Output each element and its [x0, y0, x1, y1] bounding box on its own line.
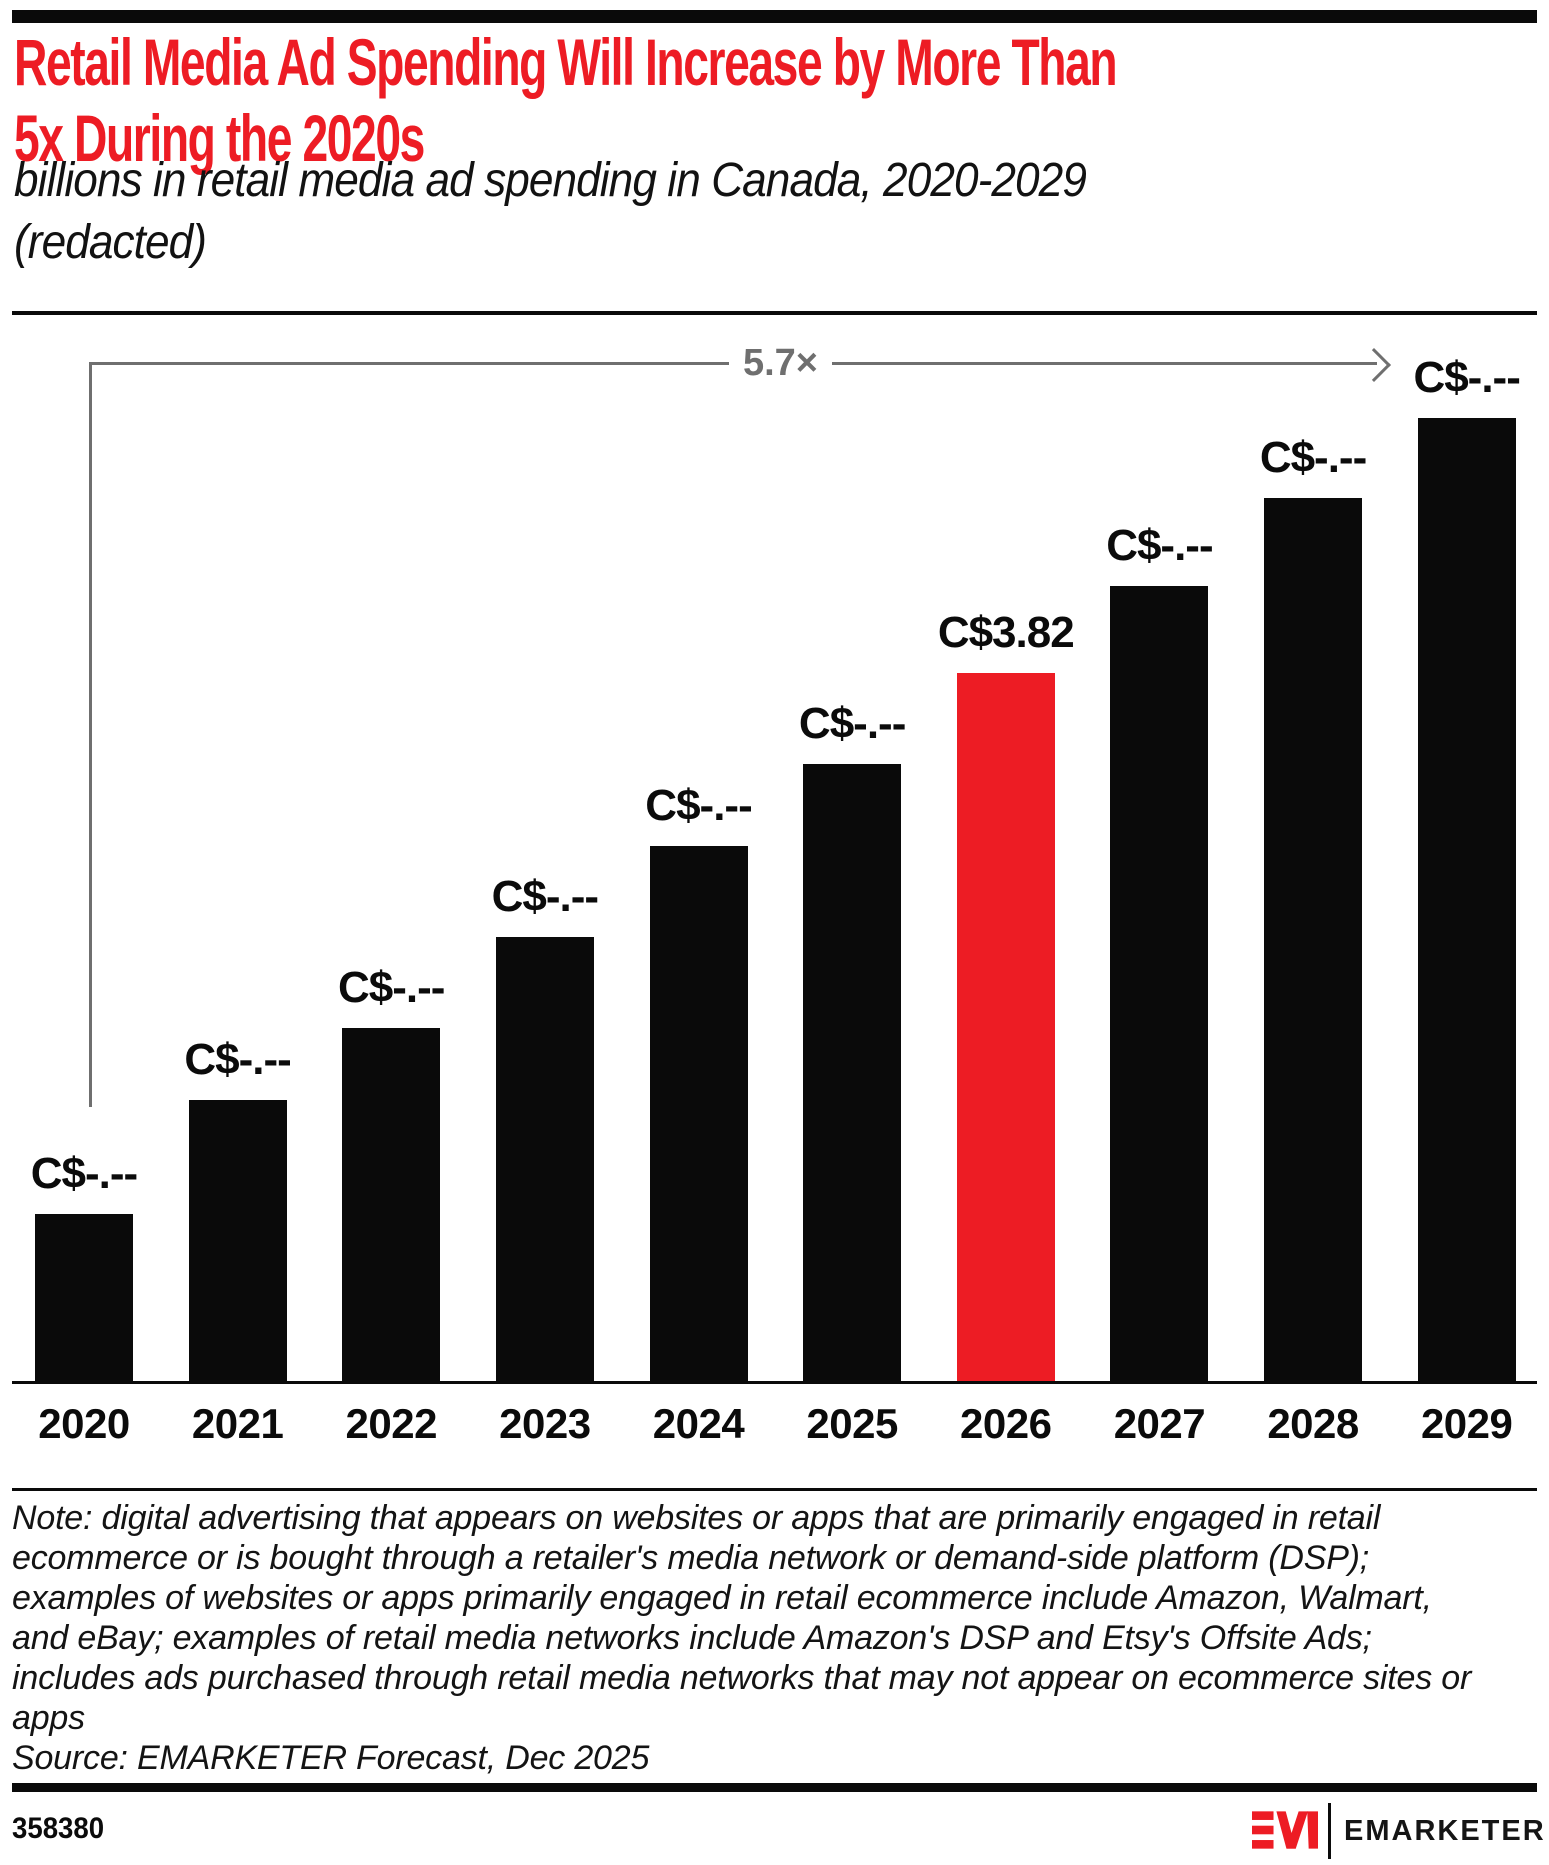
bar-2023 [495, 937, 594, 1383]
note-divider [12, 1488, 1537, 1491]
source-line: Source: EMARKETER Forecast, Dec 2025 [12, 1739, 650, 1777]
growth-bracket-line-right [832, 362, 1377, 365]
footnote-line: Note: digital advertising that appears o… [12, 1499, 1381, 1537]
bar-value-label-2029: C$-.-- [1413, 353, 1520, 402]
footnote-line: examples of websites or apps primarily e… [12, 1579, 1432, 1617]
bar-2021 [188, 1100, 287, 1383]
bar-value-label-2022: C$-.-- [338, 963, 445, 1012]
footer-divider-bar [12, 1783, 1537, 1792]
chart-title-line1: Retail Media Ad Spending Will Increase b… [14, 25, 1118, 99]
chart-subtitle-line1: billions in retail media ad spending in … [14, 154, 1087, 207]
footnote-line: includes ads purchased through retail me… [12, 1659, 1472, 1697]
logo-divider [1328, 1803, 1331, 1859]
bar-2025 [803, 764, 902, 1383]
growth-bracket-vertical-line [89, 363, 92, 1107]
growth-bracket-line-left [89, 362, 729, 365]
bar-2027 [1110, 586, 1209, 1383]
header-divider [12, 311, 1537, 315]
bar-value-label-2026: C$3.82 [937, 608, 1075, 657]
bar-2026 [956, 673, 1055, 1383]
growth-multiple-label: 5.7× [742, 342, 819, 384]
bar-2024 [649, 846, 748, 1383]
bar-value-label-2020: C$-.-- [30, 1149, 138, 1198]
bar-2029 [1417, 418, 1516, 1383]
top-accent-bar [12, 10, 1537, 23]
x-axis-label-2022: 2022 [345, 1400, 438, 1447]
x-axis-label-2020: 2020 [38, 1400, 130, 1447]
emarketer-wordmark: EMARKETER [1344, 1815, 1546, 1847]
x-axis-label-2025: 2025 [806, 1400, 898, 1447]
footnote-line: ecommerce or is bought through a retaile… [12, 1539, 1370, 1577]
chart-id: 358380 [12, 1812, 105, 1845]
x-axis-label-2024: 2024 [652, 1400, 745, 1447]
bar-value-label-2028: C$-.-- [1259, 433, 1367, 482]
x-axis-label-2027: 2027 [1113, 1400, 1206, 1447]
chart-title: Retail Media Ad Spending Will Increase b… [14, 24, 1549, 176]
bar-2022 [342, 1028, 441, 1383]
x-axis-label-2029: 2029 [1420, 1400, 1513, 1447]
bar-2028 [1264, 498, 1363, 1383]
bar-value-label-2024: C$-.-- [645, 781, 752, 830]
footnote: Note: digital advertising that appears o… [12, 1498, 1544, 1738]
chart-subtitle-line2: (redacted) [14, 216, 207, 269]
chart-title-line2: 5x During the 2020s [14, 101, 425, 175]
x-axis-label-2021: 2021 [191, 1400, 284, 1447]
chart-subtitle: billions in retail media ad spending in … [14, 150, 1179, 274]
emarketer-logo: EMARKETER [1252, 1803, 1544, 1861]
x-axis-label-2028: 2028 [1267, 1400, 1359, 1447]
x-axis-label-2026: 2026 [960, 1400, 1052, 1447]
bar-value-label-2023: C$-.-- [491, 872, 599, 921]
emarketer-em-mark-icon [1252, 1811, 1318, 1849]
bar-value-label-2025: C$-.-- [798, 699, 906, 748]
bar-2020 [35, 1214, 133, 1383]
bar-value-label-2021: C$-.-- [184, 1035, 291, 1084]
x-axis-label-2023: 2023 [499, 1400, 591, 1447]
x-axis-line [12, 1381, 1537, 1384]
footnote-line: apps [12, 1699, 85, 1737]
footnote-line: and eBay; examples of retail media netwo… [12, 1619, 1372, 1657]
bar-value-label-2027: C$-.-- [1106, 521, 1213, 570]
